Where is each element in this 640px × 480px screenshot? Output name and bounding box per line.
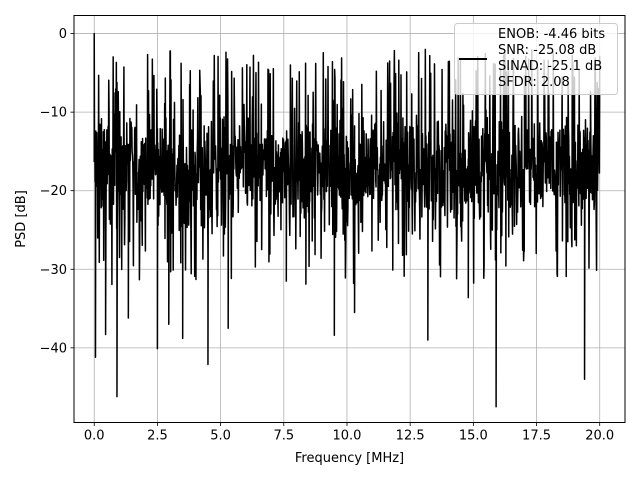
x-tick-label: 2.5 — [147, 429, 168, 444]
x-tick-label: 12.5 — [396, 429, 425, 444]
psd-trace — [93, 32, 601, 408]
x-tick-label: 5.0 — [210, 429, 231, 444]
legend-entry: ENOB: -4.46 bits — [498, 27, 605, 42]
x-tick-label: 7.5 — [273, 429, 294, 444]
x-tick-label: 10.0 — [332, 429, 361, 444]
x-tick-label: 20.0 — [585, 429, 614, 444]
psd-series — [93, 32, 601, 408]
y-tick-label: 0 — [59, 27, 67, 42]
y-tick-label: −30 — [40, 263, 67, 278]
x-tick-label: 15.0 — [459, 429, 488, 444]
x-tick-label: 0.0 — [84, 429, 105, 444]
legend-entry: SNR: -25.08 dB — [498, 43, 596, 58]
y-ticks: 0 −10 −20 −30 −40 — [40, 27, 74, 356]
legend-box — [454, 23, 618, 95]
legend-entry: SFDR: 2.08 — [498, 75, 570, 90]
y-axis-label: PSD [dB] — [14, 190, 29, 248]
x-axis-label: Frequency [MHz] — [295, 451, 404, 466]
y-tick-label: −40 — [40, 341, 67, 356]
plot-frame — [73, 15, 626, 423]
x-tick-label: 17.5 — [522, 429, 551, 444]
y-tick-label: −20 — [40, 184, 67, 199]
legend-entry: SINAD: -25.1 dB — [498, 59, 602, 74]
y-tick-label: −10 — [40, 106, 67, 121]
x-ticks: 0.0 2.5 5.0 7.5 10.0 12.5 15.0 17.5 20.0 — [84, 422, 614, 444]
